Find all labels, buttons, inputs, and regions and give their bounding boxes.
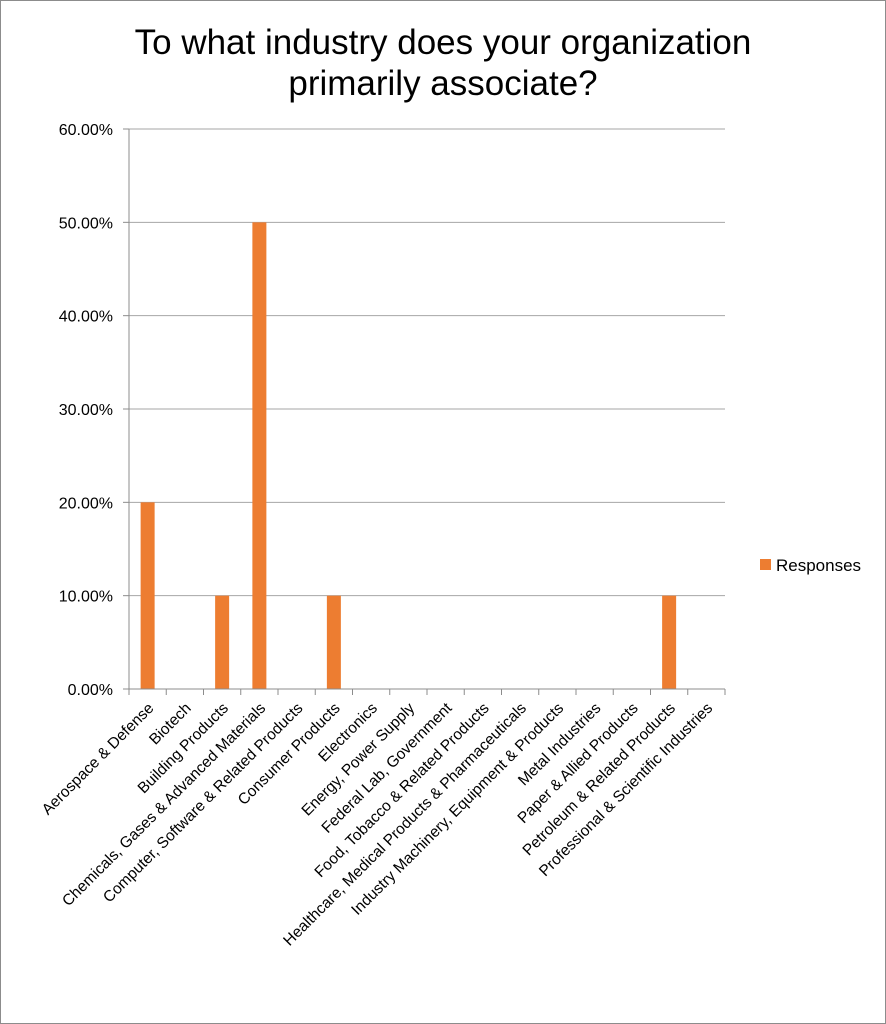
y-tick-labels: 0.00% 10.00% 20.00% 30.00% 40.00% 50.00% 60.00… [59, 122, 113, 699]
y-tick-label: 30.00% [59, 402, 113, 419]
y-tick-label: 10.00% [59, 589, 113, 606]
gridlines [123, 128, 725, 690]
bar [215, 595, 230, 689]
y-tick-label: 20.00% [59, 495, 113, 512]
axes [128, 129, 726, 695]
bar [140, 502, 155, 689]
chart-title-line-1: To what industry does your organization [135, 23, 752, 62]
y-tick-label: 40.00% [59, 309, 113, 326]
bar [252, 222, 267, 690]
y-tick-label: 60.00% [59, 122, 113, 139]
legend-label: Responses [776, 556, 861, 575]
legend: Responses [760, 556, 861, 575]
x-tick-label: Aerospace & Defense [39, 700, 158, 819]
bar [326, 595, 341, 689]
chart-title: To what industry does your organization … [135, 23, 752, 103]
bar [662, 595, 677, 689]
legend-swatch [760, 559, 771, 570]
y-tick-label: 50.00% [59, 215, 113, 232]
chart-title-line-2: primarily associate? [288, 64, 597, 103]
y-tick-label: 0.00% [68, 682, 113, 699]
bars [140, 222, 677, 690]
